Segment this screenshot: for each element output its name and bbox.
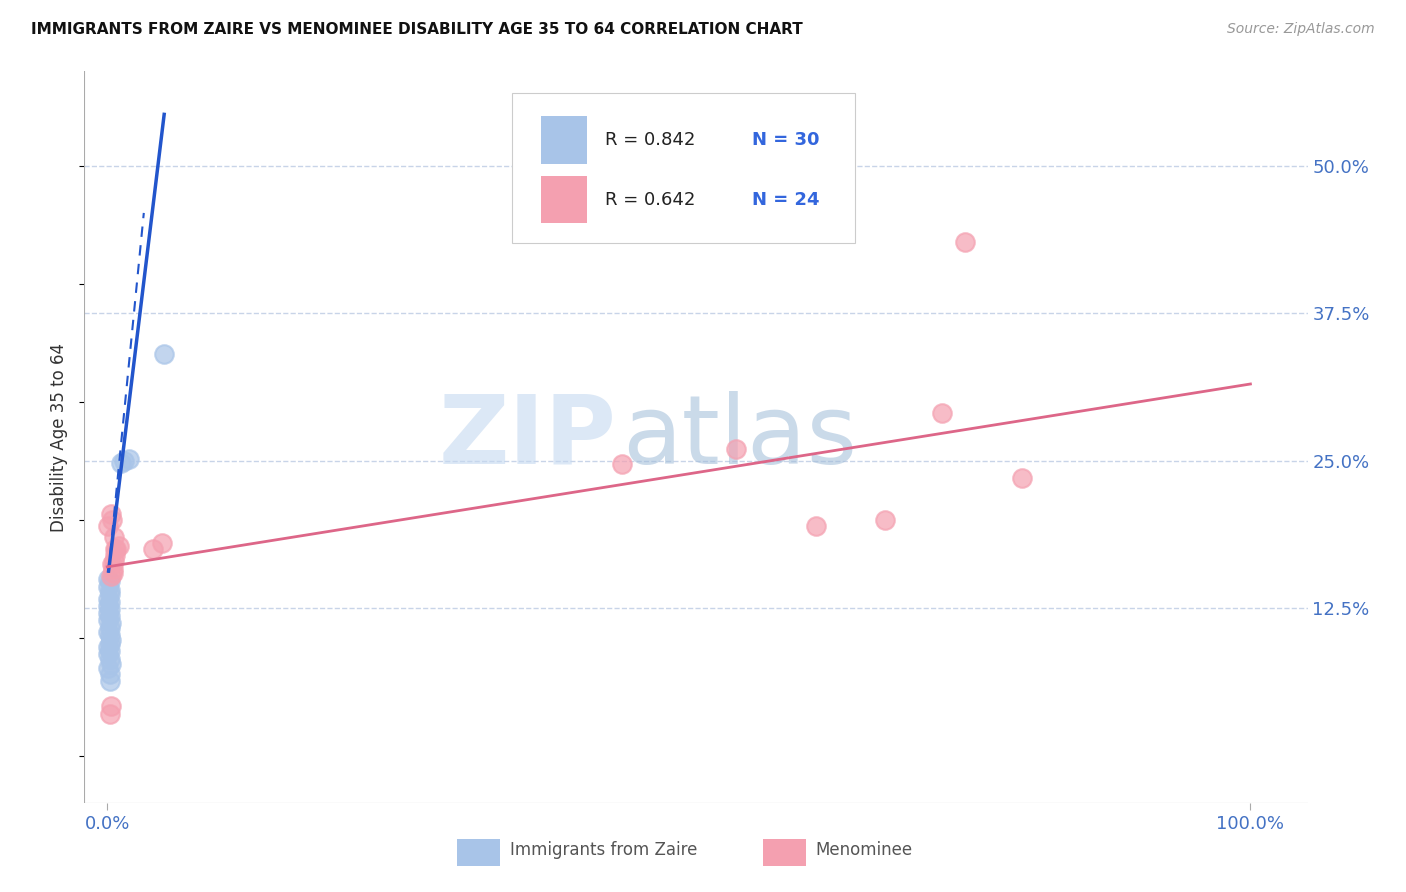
- Y-axis label: Disability Age 35 to 64: Disability Age 35 to 64: [51, 343, 69, 532]
- Point: [105, 542, 128, 557]
- Point: [610, 457, 633, 471]
- Point: [100, 699, 122, 714]
- FancyBboxPatch shape: [457, 838, 501, 866]
- Point: [98, 595, 121, 609]
- Point: [101, 513, 124, 527]
- Point: [98, 643, 121, 657]
- FancyBboxPatch shape: [513, 94, 855, 244]
- Point: [724, 442, 747, 456]
- Point: [97, 613, 120, 627]
- Point: [1011, 471, 1033, 485]
- Point: [97, 624, 120, 639]
- Point: [100, 632, 122, 647]
- Point: [98, 621, 121, 635]
- Text: Source: ZipAtlas.com: Source: ZipAtlas.com: [1227, 22, 1375, 37]
- Point: [104, 542, 127, 557]
- Point: [97, 640, 120, 654]
- Text: IMMIGRANTS FROM ZAIRE VS MENOMINEE DISABILITY AGE 35 TO 64 CORRELATION CHART: IMMIGRANTS FROM ZAIRE VS MENOMINEE DISAB…: [31, 22, 803, 37]
- Point: [98, 602, 121, 616]
- Point: [97, 661, 120, 675]
- Point: [98, 574, 121, 588]
- FancyBboxPatch shape: [541, 116, 588, 163]
- Point: [97, 647, 120, 661]
- Point: [110, 456, 132, 470]
- Point: [153, 347, 176, 361]
- Point: [101, 566, 124, 580]
- FancyBboxPatch shape: [763, 838, 806, 866]
- Point: [98, 652, 121, 666]
- Point: [98, 587, 121, 601]
- Point: [101, 562, 124, 576]
- Point: [98, 609, 121, 624]
- FancyBboxPatch shape: [541, 176, 588, 223]
- Text: R = 0.842: R = 0.842: [606, 131, 696, 149]
- Point: [112, 453, 135, 467]
- Point: [100, 507, 122, 521]
- Text: Menominee: Menominee: [815, 841, 912, 859]
- Text: N = 24: N = 24: [752, 191, 820, 209]
- Point: [101, 558, 124, 572]
- Point: [104, 548, 127, 562]
- Point: [142, 542, 165, 557]
- Point: [100, 616, 122, 631]
- Point: [103, 554, 125, 568]
- Point: [100, 657, 122, 671]
- Point: [98, 636, 121, 650]
- Point: [97, 572, 120, 586]
- Point: [931, 407, 953, 421]
- Point: [100, 569, 122, 583]
- Point: [98, 628, 121, 642]
- Point: [953, 235, 976, 250]
- Point: [103, 530, 125, 544]
- Point: [804, 518, 827, 533]
- Point: [98, 583, 121, 598]
- Point: [107, 539, 129, 553]
- Point: [98, 667, 121, 681]
- Point: [873, 513, 896, 527]
- Text: R = 0.642: R = 0.642: [606, 191, 696, 209]
- Text: atlas: atlas: [623, 391, 858, 483]
- Text: ZIP: ZIP: [439, 391, 616, 483]
- Point: [97, 518, 120, 533]
- Text: N = 30: N = 30: [752, 131, 820, 149]
- Point: [118, 452, 141, 467]
- Point: [97, 580, 120, 594]
- Point: [98, 707, 121, 722]
- Point: [150, 536, 173, 550]
- Point: [97, 591, 120, 606]
- Point: [98, 674, 121, 689]
- Point: [97, 606, 120, 620]
- Point: [97, 599, 120, 613]
- Text: Immigrants from Zaire: Immigrants from Zaire: [510, 841, 697, 859]
